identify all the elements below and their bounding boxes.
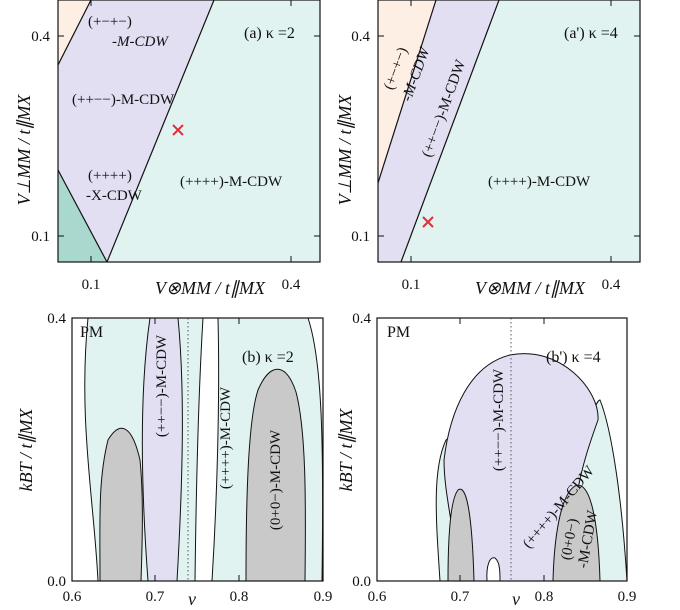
ylabel-b: kBT / t∥MX <box>16 408 36 492</box>
label-ppmm-a: (++−−)-M-CDW <box>72 92 175 108</box>
phase-boundary <box>106 0 215 262</box>
label-ppmm-b: (++−−)-M-CDW <box>154 334 170 437</box>
panel-a-ticks <box>58 0 320 262</box>
label-pppp-x-a: (++++) <box>88 168 132 184</box>
label-pm-bp: PM <box>387 324 410 341</box>
tick-x-08-bp: 0.8 <box>535 589 554 605</box>
tick-x-09-bp: 0.9 <box>618 589 637 605</box>
panel-b-prime-ticks <box>459 318 545 581</box>
tick-y-00-b: 0.0 <box>47 574 66 590</box>
xlabel-ap: V⊗MM / t∥MX <box>475 278 586 298</box>
label-pppp-m-a: (++++)-M-CDW <box>180 174 283 190</box>
panel-b: PM (b) κ =2 (++−−)-M-CDW (++++)-M-CDW (0… <box>16 311 332 609</box>
tick-y-01-ap: 0.1 <box>351 229 370 245</box>
phase-boundary <box>400 0 500 262</box>
region-gray-left <box>99 428 143 582</box>
xlabel-bp: ν <box>512 589 520 609</box>
tick-x-01-ap: 0.1 <box>402 277 421 293</box>
tick-x-09-b: 0.9 <box>314 589 333 605</box>
panel-a-frame <box>57 0 321 263</box>
tick-x-04-ap: 0.4 <box>602 277 621 293</box>
tick-y-04-b: 0.4 <box>47 311 66 327</box>
panel-a-prime-ticks <box>378 0 640 262</box>
region-0p0m-m-cdw <box>552 484 601 582</box>
region-gray-left <box>447 488 475 582</box>
region-ppmm-m-cdw <box>378 0 499 262</box>
panel-a-prime-frame <box>377 0 641 263</box>
ylabel-bp: kBT / t∥MX <box>336 408 356 492</box>
panel-b-title: (b) κ =2 <box>242 349 294 366</box>
tick-x-04-a: 0.4 <box>282 277 301 293</box>
xlabel-a: V⊗MM / t∥MX <box>155 278 266 298</box>
ylabel-a: V⊥MM / t∥MX <box>14 94 34 206</box>
region-ppmm-m-cdw <box>58 0 214 262</box>
tick-y-04-a: 0.4 <box>31 29 50 45</box>
phase-boundary <box>378 0 437 184</box>
panel-b-prime-title: (b') κ =4 <box>546 349 601 366</box>
label-0p0m-bp: (0+0−) <box>559 517 582 561</box>
region-0p0m-m-cdw <box>245 368 306 582</box>
label-pmpm-a-2: -M-CDW <box>112 34 169 50</box>
panel-a-title: (a) κ =2 <box>244 25 295 42</box>
label-pmpm-a: (+−+−) <box>88 14 132 30</box>
panel-a-prime-title: (a') κ =4 <box>564 25 618 42</box>
tick-y-01-a: 0.1 <box>31 229 50 245</box>
panel-b-prime: PM (b') κ =4 (++−−)-M-CDW (++++)-M-CDW (… <box>336 311 636 609</box>
label-ppmm-bp: (++−−)-M-CDW <box>491 368 507 471</box>
tick-x-07-b: 0.7 <box>146 589 165 605</box>
tick-x-06-b: 0.6 <box>63 589 82 605</box>
label-pm-b: PM <box>80 324 103 341</box>
tick-y-00-bp: 0.0 <box>352 574 371 590</box>
label-0p0m-b: (0+0−)-M-CDW <box>268 429 284 530</box>
tick-x-07-bp: 0.7 <box>451 589 470 605</box>
phase-boundary <box>58 0 92 66</box>
panel-a: (a) κ =2 (+−+−) -M-CDW (++−−)-M-CDW (+++… <box>14 0 321 298</box>
label-pppp-b: (++++)-M-CDW <box>218 386 234 489</box>
tick-x-06-bp: 0.6 <box>368 589 387 605</box>
ylabel-ap: V⊥MM / t∥MX <box>335 94 355 206</box>
panel-b-ticks <box>154 318 240 581</box>
label-pppp-m-ap: (++++)-M-CDW <box>488 174 591 190</box>
tick-y-04-bp: 0.4 <box>352 311 371 327</box>
region-pm-gap <box>486 557 501 582</box>
panel-b-prime-frame <box>376 317 628 582</box>
xlabel-b: ν <box>188 589 196 609</box>
phase-boundary <box>58 169 108 262</box>
marker-cross-a <box>172 124 184 136</box>
panel-a-prime: (a') κ =4 (+−+−) -M-CDW (++−−)-M-CDW (++… <box>335 0 641 298</box>
label-pppp-x-a-2: -X-CDW <box>86 188 143 204</box>
tick-x-08-b: 0.8 <box>230 589 249 605</box>
tick-x-01-a: 0.1 <box>82 277 101 293</box>
marker-cross-a-prime <box>422 216 434 228</box>
tick-y-04-ap: 0.4 <box>351 29 370 45</box>
panel-b-frame <box>71 317 324 582</box>
